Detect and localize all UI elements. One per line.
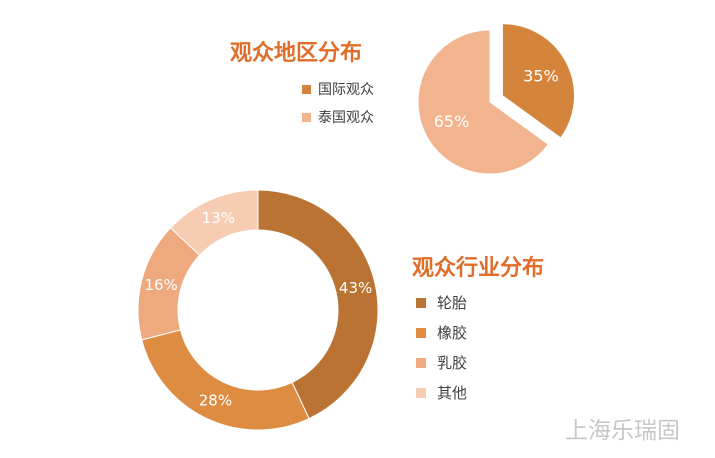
industry-slice-item-2 (141, 329, 310, 431)
region-legend-swatch-item-1 (302, 85, 311, 94)
industry-slice-label-item-3: 16% (144, 276, 177, 294)
industry-slice-label-item-2: 28% (199, 391, 232, 409)
industry-legend-swatch-item-4 (416, 388, 426, 398)
region-slice-item-1 (501, 23, 575, 139)
industry-slice-item-1 (257, 189, 379, 420)
industry-legend-swatch-item-1 (416, 298, 426, 308)
industry-chart-title: 观众行业分布 (412, 255, 544, 281)
region-slice-item-2 (417, 29, 549, 175)
industry-donut: 43% 28% 16% 13% (137, 189, 379, 431)
industry-legend-label-item-1: 轮胎 (437, 294, 467, 312)
industry-legend-label-item-3: 乳胶 (437, 354, 467, 372)
watermark-text: 上海乐瑞固 (565, 418, 680, 444)
industry-slice-label-item-4: 13% (202, 209, 235, 227)
industry-legend-label-item-2: 橡胶 (437, 324, 467, 342)
industry-slice-label-item-1: 43% (339, 279, 372, 297)
region-legend-swatch-item-2 (302, 113, 311, 122)
region-pie: 35% 65% (417, 23, 575, 175)
industry-legend-label-item-4: 其他 (437, 384, 467, 402)
industry-legend-swatch-item-2 (416, 328, 426, 338)
region-legend-label-item-2: 泰国观众 (318, 110, 374, 126)
region-chart-title: 观众地区分布 (230, 40, 362, 66)
industry-slice-item-4 (169, 189, 259, 256)
region-slice-label-item-1: 35% (523, 67, 559, 86)
region-legend-label-item-1: 国际观众 (318, 82, 374, 98)
industry-legend-swatch-item-3 (416, 358, 426, 368)
region-slice-label-item-2: 65% (434, 112, 470, 131)
